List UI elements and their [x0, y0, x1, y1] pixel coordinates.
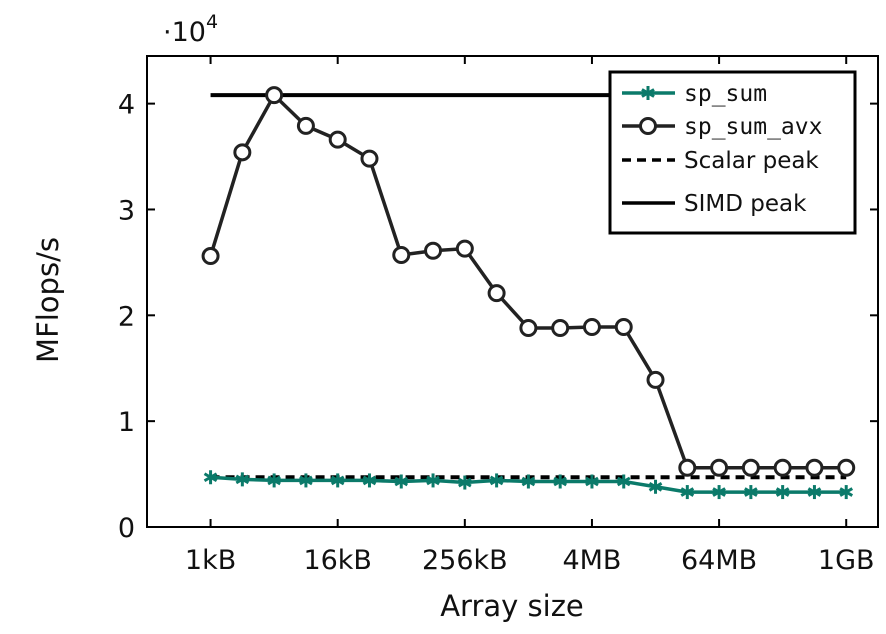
data-point-sp-sum-avx	[424, 241, 443, 260]
star-stroke	[362, 475, 377, 486]
star-stroke	[712, 487, 726, 497]
data-point-sp-sum	[426, 473, 440, 488]
star-stroke	[394, 476, 409, 487]
x-axis-label: Array size	[440, 589, 584, 623]
star-stroke	[267, 475, 281, 486]
data-point-sp-sum-avx	[773, 458, 792, 477]
x-tick-label: 16kB	[303, 545, 372, 576]
data-point-sp-sum	[458, 475, 472, 490]
star-stroke	[680, 487, 695, 497]
data-point-sp-sum	[394, 474, 409, 489]
data-point-sp-sum	[744, 485, 758, 500]
star-stroke	[775, 487, 790, 497]
data-point-sp-sum	[712, 485, 726, 500]
data-point-sp-sum	[203, 470, 218, 485]
star-stroke	[641, 88, 655, 98]
y-axis-label: MFlops/s	[31, 237, 65, 363]
data-point-sp-sum	[839, 485, 854, 500]
y-tick-label: 3	[118, 195, 135, 226]
data-point-sp-sum	[616, 474, 631, 489]
y-axis-multiplier: ·104	[163, 11, 218, 48]
star-stroke	[489, 475, 504, 486]
y-axis-multiplier-base: ·10	[163, 17, 206, 48]
data-point-sp-sum-avx	[233, 143, 252, 162]
star-stroke	[458, 477, 472, 488]
data-point-sp-sum	[585, 474, 599, 489]
star-stroke	[616, 476, 631, 487]
data-point-sp-sum-avx	[678, 458, 697, 477]
data-point-sp-sum-avx	[392, 245, 411, 264]
y-axis-multiplier-exponent: 4	[206, 11, 218, 33]
legend-marker	[639, 117, 657, 135]
axes: 0 1 2 3 4 1kB 16kB 256kB 4MB 64MB 1GB	[118, 55, 879, 576]
data-point-sp-sum	[775, 485, 790, 500]
y-tick-label: 0	[118, 513, 135, 544]
data-point-sp-sum-avx	[296, 116, 315, 135]
legend-label: sp_sum	[684, 81, 767, 107]
data-point-sp-sum-avx	[646, 370, 665, 389]
data-point-sp-sum	[648, 479, 663, 494]
star-stroke	[648, 481, 663, 492]
data-point-sp-sum-avx	[519, 319, 538, 338]
data-point-sp-sum	[553, 474, 567, 489]
x-tick-label: 1GB	[818, 545, 875, 576]
star-stroke	[330, 475, 345, 486]
star-stroke	[839, 487, 854, 497]
data-point-sp-sum-avx	[805, 458, 824, 477]
data-point-sp-sum-avx	[487, 284, 506, 303]
legend-marker	[641, 86, 655, 100]
plot-area	[201, 86, 856, 500]
star-stroke	[203, 472, 218, 483]
data-point-sp-sum	[267, 473, 281, 488]
data-point-sp-sum-avx	[614, 317, 633, 336]
star-stroke	[235, 474, 250, 485]
data-point-sp-sum-avx	[551, 319, 570, 338]
data-point-sp-sum	[235, 472, 250, 487]
star-stroke	[299, 475, 313, 486]
star-stroke	[585, 476, 599, 487]
star-stroke	[553, 476, 567, 487]
legend-label: sp_sum_avx	[684, 114, 822, 140]
star-stroke	[426, 475, 440, 486]
data-point-sp-sum-avx	[360, 149, 379, 168]
data-point-sp-sum	[330, 473, 345, 488]
star-stroke	[744, 487, 758, 497]
x-tick-label: 1kB	[185, 545, 236, 576]
data-point-sp-sum-avx	[455, 239, 474, 258]
legend-label: SIMD peak	[684, 191, 807, 217]
data-point-sp-sum-avx	[328, 130, 347, 149]
data-point-sp-sum-avx	[710, 458, 729, 477]
y-tick-label: 4	[118, 90, 135, 121]
legend: sp_sum sp_sum_avx Scalar peak SIMD peak	[608, 70, 857, 235]
data-point-sp-sum-avx	[582, 317, 601, 336]
data-point-sp-sum	[362, 473, 377, 488]
legend-box	[608, 70, 857, 235]
x-tick-label: 64MB	[681, 545, 757, 576]
data-point-sp-sum	[680, 485, 695, 500]
star-stroke	[521, 476, 536, 487]
y-tick-label: 2	[118, 301, 135, 332]
data-point-sp-sum-avx	[741, 458, 760, 477]
y-tick-label: 1	[118, 407, 135, 438]
data-point-sp-sum	[489, 473, 504, 488]
legend-label: Scalar peak	[684, 148, 819, 174]
x-tick-label: 4MB	[562, 545, 621, 576]
data-point-sp-sum-avx	[837, 458, 856, 477]
data-point-sp-sum	[299, 473, 313, 488]
data-point-sp-sum	[807, 485, 822, 500]
star-stroke	[807, 487, 822, 497]
data-point-sp-sum	[521, 474, 536, 489]
plot-frame	[146, 55, 879, 528]
data-point-sp-sum-avx	[201, 247, 220, 266]
x-tick-label: 256kB	[422, 545, 508, 576]
data-point-sp-sum-avx	[265, 86, 284, 105]
